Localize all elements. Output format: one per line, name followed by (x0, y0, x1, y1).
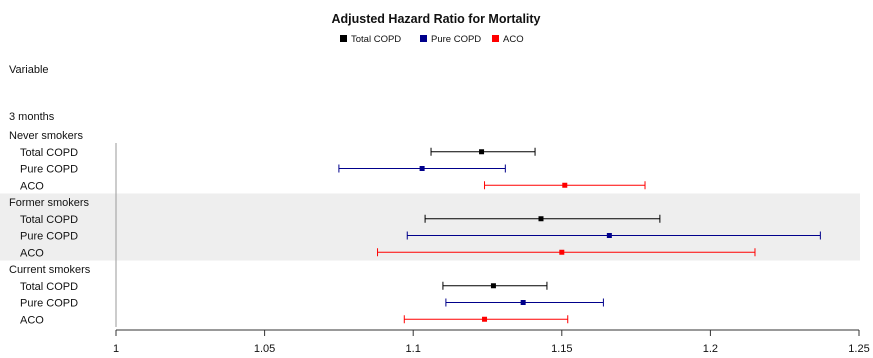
group-label: Former smokers (9, 197, 90, 209)
x-tick-label: 1.15 (551, 343, 572, 355)
estimate-point (538, 216, 544, 222)
estimate-point (479, 149, 485, 155)
estimate-point (559, 249, 565, 255)
legend: Total COPD Pure COPD ACO (340, 34, 524, 45)
row-label: ACO (20, 180, 44, 192)
estimate-point (419, 166, 425, 171)
x-tick-label: 1 (113, 343, 119, 355)
row-labels: Never smokers Total COPD Pure COPD ACO Forme… (9, 130, 91, 326)
group-label: Never smokers (9, 130, 83, 142)
estimate-point (490, 283, 496, 289)
legend-swatch (340, 35, 347, 42)
legend-label: Total COPD (351, 34, 401, 45)
x-tick-label: 1.2 (703, 343, 718, 355)
estimate-point (482, 316, 488, 322)
row-label: Pure COPD (20, 164, 78, 176)
legend-swatch (420, 35, 427, 42)
row-label: ACO (20, 314, 44, 326)
column-header: Variable (9, 64, 49, 76)
row-label: Pure COPD (20, 231, 78, 243)
row-label: Total COPD (20, 147, 78, 159)
x-tick-label: 1.1 (406, 343, 421, 355)
legend-label: Pure COPD (431, 34, 481, 45)
estimate-point (520, 300, 526, 305)
estimate-point (562, 182, 568, 188)
x-tick-label: 1.05 (254, 343, 275, 355)
row-label: Total COPD (20, 214, 78, 226)
legend-label: ACO (503, 34, 524, 45)
group-band (0, 193, 860, 261)
row-label: Total COPD (20, 281, 78, 293)
group-label: Current smokers (9, 264, 91, 276)
shaded-bands (0, 193, 860, 261)
row-label: Pure COPD (20, 298, 78, 310)
estimate-point (606, 233, 612, 238)
row-label: ACO (20, 247, 44, 259)
period-label: 3 months (9, 111, 55, 123)
chart-title: Adjusted Hazard Ratio for Mortality (331, 12, 540, 26)
x-axis: 1 1.05 1.1 1.15 1.2 1.25 (113, 329, 870, 355)
x-tick-label: 1.25 (848, 343, 869, 355)
estimates (338, 147, 821, 324)
legend-swatch (492, 35, 499, 42)
